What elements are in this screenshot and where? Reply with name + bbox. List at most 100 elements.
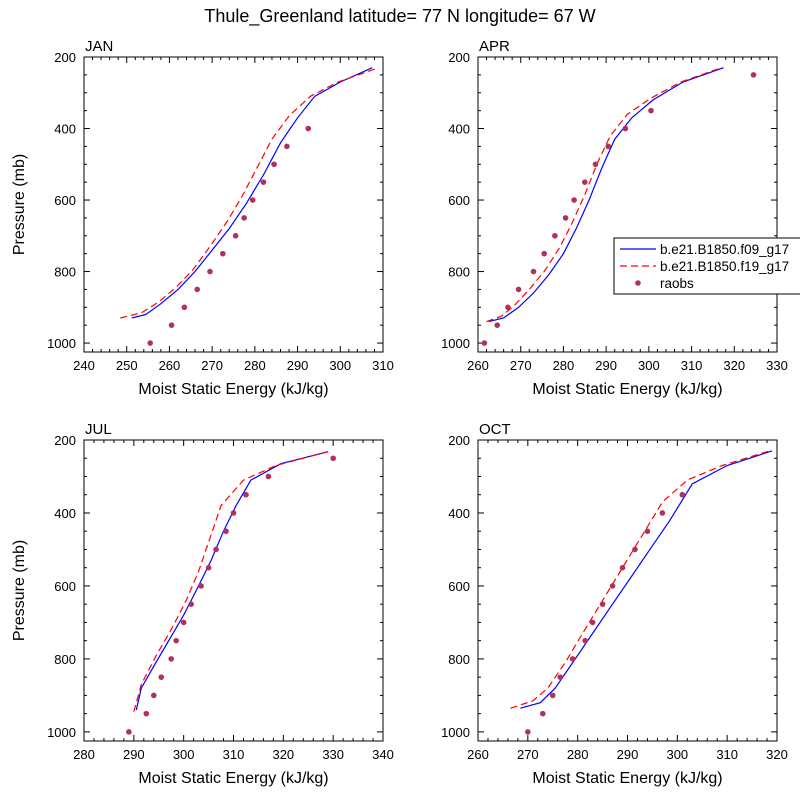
x-tick-label: 290 bbox=[123, 747, 145, 762]
raobs-point bbox=[241, 215, 247, 221]
raobs-point bbox=[126, 729, 132, 735]
raobs-point bbox=[180, 619, 187, 626]
panel-label: JAN bbox=[85, 38, 113, 55]
x-tick-label: 320 bbox=[723, 358, 745, 373]
y-tick-label: 600 bbox=[448, 579, 470, 594]
chart-panel-jan: JAN 240 250 260 270 280 290 300 310 200 400 600 800 1… bbox=[11, 38, 394, 398]
series-line-f19 bbox=[120, 67, 379, 319]
legend-marker-raobs bbox=[635, 280, 641, 286]
raobs-point bbox=[158, 674, 165, 680]
x-tick-label: 330 bbox=[322, 747, 344, 762]
raobs-point bbox=[605, 143, 612, 150]
raobs-point bbox=[562, 215, 569, 221]
raobs-point bbox=[194, 286, 200, 293]
plot-data bbox=[120, 67, 379, 346]
series-line-f09 bbox=[131, 67, 373, 319]
y-tick-label: 200 bbox=[448, 50, 470, 65]
raobs-point bbox=[750, 72, 757, 78]
x-tick-label: 320 bbox=[272, 747, 294, 762]
raobs-point bbox=[541, 250, 548, 257]
plot-data bbox=[481, 67, 757, 346]
raobs-point bbox=[644, 528, 651, 535]
x-tick-label: 320 bbox=[766, 747, 788, 762]
plot-frame bbox=[83, 56, 384, 353]
raobs-point bbox=[557, 674, 564, 680]
raobs-point bbox=[622, 125, 629, 132]
raobs-point bbox=[619, 564, 626, 571]
raobs-point bbox=[679, 491, 686, 498]
raobs-point bbox=[230, 510, 237, 516]
y-tick-label: 400 bbox=[54, 122, 76, 137]
raobs-point bbox=[330, 455, 336, 462]
raobs-point bbox=[632, 546, 638, 553]
panel-label: OCT bbox=[479, 421, 511, 438]
x-tick-label: 290 bbox=[287, 358, 309, 373]
y-tick-label: 1000 bbox=[47, 725, 76, 740]
x-axis-title: Moist Static Energy (kJ/kg) bbox=[532, 770, 722, 787]
raobs-point bbox=[609, 583, 616, 589]
x-tick-label: 260 bbox=[159, 358, 181, 373]
raobs-point bbox=[213, 546, 219, 553]
x-tick-label: 280 bbox=[567, 747, 589, 762]
plot-frame bbox=[83, 439, 384, 742]
raobs-point bbox=[505, 304, 511, 311]
raobs-point bbox=[659, 510, 666, 516]
raobs-point bbox=[582, 637, 588, 644]
x-tick-label: 260 bbox=[467, 747, 489, 762]
raobs-point bbox=[581, 179, 588, 185]
raobs-point bbox=[525, 729, 531, 735]
legend-label: b.e21.B1850.f19_g17 bbox=[660, 259, 789, 274]
x-tick-label: 310 bbox=[716, 747, 738, 762]
raobs-point bbox=[147, 340, 154, 346]
y-tick-label: 600 bbox=[54, 579, 76, 594]
y-tick-label: 600 bbox=[54, 193, 76, 208]
x-tick-label: 250 bbox=[116, 358, 138, 373]
y-tick-label: 200 bbox=[54, 433, 76, 448]
panel-label: APR bbox=[479, 38, 510, 55]
x-tick-label: 240 bbox=[73, 358, 95, 373]
series-line-f09 bbox=[520, 450, 773, 709]
x-tick-label: 310 bbox=[372, 358, 394, 373]
raobs-point bbox=[271, 161, 277, 168]
x-tick-label: 280 bbox=[244, 358, 266, 373]
y-tick-label: 800 bbox=[54, 652, 76, 667]
y-axis-title: Pressure (mb) bbox=[11, 540, 28, 641]
x-axis-title: Moist Static Energy (kJ/kg) bbox=[138, 381, 328, 398]
y-tick-label: 400 bbox=[448, 506, 470, 521]
x-tick-label: 340 bbox=[372, 747, 394, 762]
raobs-point bbox=[243, 491, 249, 498]
raobs-point bbox=[205, 564, 212, 571]
raobs-point bbox=[494, 322, 501, 328]
y-tick-label: 1000 bbox=[441, 336, 470, 351]
chart-panel-oct: OCT 260 270 280 290 300 310 320 200 400 600 800 1000… bbox=[441, 421, 788, 787]
raobs-point bbox=[530, 268, 537, 275]
raobs-point bbox=[168, 656, 175, 662]
series-line-f09 bbox=[135, 451, 329, 711]
raobs-point bbox=[481, 340, 488, 346]
series-line-f19 bbox=[486, 67, 722, 323]
series-line-f19 bbox=[133, 450, 331, 712]
chart-panel-jul: JUL 280 290 300 310 320 330 340 200 400 600 800 1000… bbox=[11, 421, 394, 787]
raobs-point bbox=[143, 710, 150, 717]
raobs-point bbox=[599, 601, 606, 607]
raobs-point bbox=[181, 304, 188, 311]
plot-frame bbox=[477, 56, 778, 353]
x-axis-title: Moist Static Energy (kJ/kg) bbox=[532, 381, 722, 398]
y-axis-title: Pressure (mb) bbox=[11, 154, 28, 255]
raobs-point bbox=[150, 692, 157, 699]
legend-label: b.e21.B1850.f09_g17 bbox=[660, 242, 789, 257]
raobs-point bbox=[284, 143, 290, 150]
raobs-point bbox=[648, 107, 654, 114]
raobs-point bbox=[260, 179, 267, 185]
y-tick-label: 1000 bbox=[441, 725, 470, 740]
raobs-point bbox=[207, 268, 213, 275]
raobs-point bbox=[589, 619, 596, 626]
raobs-point bbox=[168, 322, 175, 328]
raobs-point bbox=[265, 473, 272, 480]
x-tick-label: 260 bbox=[467, 358, 489, 373]
raobs-point bbox=[552, 232, 558, 239]
raobs-point bbox=[198, 583, 204, 589]
legend: b.e21.B1850.f09_g17 b.e21.B1850.f19_g17ra… bbox=[613, 237, 800, 295]
raobs-point bbox=[188, 601, 194, 607]
raobs-point bbox=[220, 250, 226, 257]
